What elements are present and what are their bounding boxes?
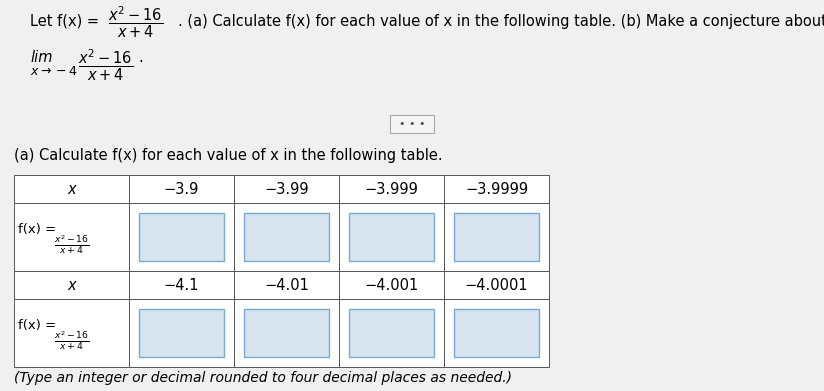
Bar <box>244 213 329 261</box>
Bar <box>444 299 549 367</box>
Text: . (a) Calculate f(x) for each value of x in the following table. (b) Make a conj: . (a) Calculate f(x) for each value of x… <box>178 14 824 29</box>
Bar <box>339 203 444 271</box>
Text: −4.0001: −4.0001 <box>465 278 528 292</box>
Bar <box>14 271 129 299</box>
Text: −3.9: −3.9 <box>164 181 199 197</box>
Text: lim: lim <box>30 50 53 65</box>
Bar <box>444 271 549 299</box>
Bar <box>129 203 234 271</box>
Bar <box>349 309 434 357</box>
Text: −4.1: −4.1 <box>164 278 199 292</box>
Text: (Type an integer or decimal rounded to four decimal places as needed.): (Type an integer or decimal rounded to f… <box>14 371 512 385</box>
Text: • • •: • • • <box>399 119 425 129</box>
Bar <box>390 115 434 133</box>
Text: −3.9999: −3.9999 <box>465 181 528 197</box>
Bar <box>129 271 234 299</box>
Text: f(x) =: f(x) = <box>18 319 56 332</box>
Text: $\dfrac{x^2-16}{x+4}$: $\dfrac{x^2-16}{x+4}$ <box>78 47 133 83</box>
Text: $\dfrac{x^2-16}{x+4}$: $\dfrac{x^2-16}{x+4}$ <box>108 4 163 39</box>
Text: $x\rightarrow -4$: $x\rightarrow -4$ <box>30 65 77 78</box>
Bar <box>454 309 539 357</box>
Bar <box>139 213 224 261</box>
Bar <box>444 203 549 271</box>
Text: −4.001: −4.001 <box>364 278 419 292</box>
Text: f(x) =: f(x) = <box>18 222 56 235</box>
Bar <box>234 271 339 299</box>
Bar <box>14 299 129 367</box>
Text: $\frac{x^2-16}{x+4}$: $\frac{x^2-16}{x+4}$ <box>54 234 90 256</box>
Bar <box>339 271 444 299</box>
Bar <box>14 175 129 203</box>
Bar <box>139 309 224 357</box>
Bar <box>444 175 549 203</box>
Text: x: x <box>68 278 76 292</box>
Bar <box>129 175 234 203</box>
Bar <box>14 203 129 271</box>
Bar <box>234 299 339 367</box>
Text: $\frac{x^2-16}{x+4}$: $\frac{x^2-16}{x+4}$ <box>54 330 90 352</box>
Text: Let f(x) =: Let f(x) = <box>30 14 99 29</box>
Bar <box>244 309 329 357</box>
Text: −4.01: −4.01 <box>264 278 309 292</box>
Bar <box>339 299 444 367</box>
Bar <box>349 213 434 261</box>
Bar <box>129 299 234 367</box>
Text: (a) Calculate f(x) for each value of x in the following table.: (a) Calculate f(x) for each value of x i… <box>14 148 442 163</box>
Bar <box>234 175 339 203</box>
Bar <box>454 213 539 261</box>
Text: x: x <box>68 181 76 197</box>
Text: −3.999: −3.999 <box>364 181 419 197</box>
Text: .: . <box>138 50 143 65</box>
Bar <box>0 0 824 145</box>
Text: −3.99: −3.99 <box>265 181 309 197</box>
Bar <box>234 203 339 271</box>
Bar <box>339 175 444 203</box>
